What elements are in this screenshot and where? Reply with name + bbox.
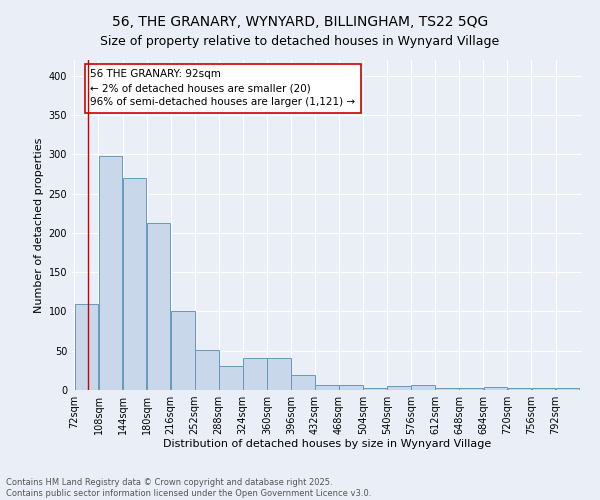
Bar: [436, 388, 459, 390]
Text: 56, THE GRANARY, WYNYARD, BILLINGHAM, TS22 5QG: 56, THE GRANARY, WYNYARD, BILLINGHAM, TS…: [112, 15, 488, 29]
Bar: [147, 222, 170, 390]
Bar: [195, 350, 218, 390]
Bar: [267, 358, 291, 390]
Bar: [508, 388, 532, 390]
Text: Size of property relative to detached houses in Wynyard Village: Size of property relative to detached ho…: [100, 35, 500, 48]
Text: Contains HM Land Registry data © Crown copyright and database right 2025.
Contai: Contains HM Land Registry data © Crown c…: [6, 478, 371, 498]
Bar: [315, 384, 339, 390]
Bar: [412, 384, 435, 390]
Bar: [243, 358, 266, 390]
Bar: [291, 375, 315, 390]
Bar: [363, 388, 387, 390]
Bar: [98, 156, 122, 390]
Y-axis label: Number of detached properties: Number of detached properties: [34, 138, 44, 312]
Bar: [484, 387, 507, 390]
Bar: [532, 388, 556, 390]
Bar: [219, 366, 242, 390]
Bar: [74, 304, 98, 390]
X-axis label: Distribution of detached houses by size in Wynyard Village: Distribution of detached houses by size …: [163, 438, 491, 448]
Bar: [339, 386, 363, 390]
Bar: [122, 178, 146, 390]
Text: 56 THE GRANARY: 92sqm
← 2% of detached houses are smaller (20)
96% of semi-detac: 56 THE GRANARY: 92sqm ← 2% of detached h…: [91, 70, 356, 108]
Bar: [388, 386, 411, 390]
Bar: [171, 310, 194, 390]
Bar: [556, 388, 580, 390]
Bar: [460, 388, 483, 390]
